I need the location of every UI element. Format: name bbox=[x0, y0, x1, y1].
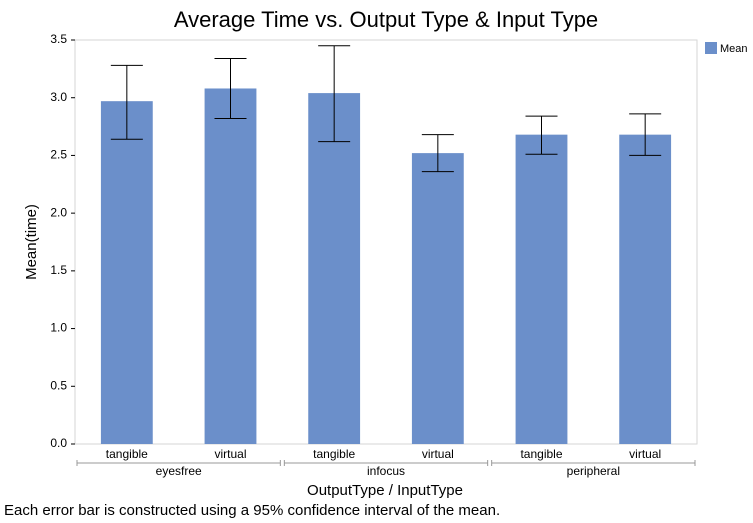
y-tick-label: 0.5 bbox=[50, 378, 67, 392]
x-tick-label: tangible bbox=[313, 447, 355, 461]
bar bbox=[515, 134, 568, 444]
y-tick-label: 3.5 bbox=[50, 32, 67, 46]
group-label: infocus bbox=[367, 464, 405, 478]
bar bbox=[411, 153, 464, 444]
x-tick-label: virtual bbox=[629, 447, 661, 461]
chart-title: Average Time vs. Output Type & Input Typ… bbox=[174, 7, 598, 32]
legend-swatch bbox=[705, 42, 717, 54]
bar bbox=[308, 93, 361, 445]
y-tick-label: 3.0 bbox=[50, 90, 67, 104]
x-tick-label: virtual bbox=[422, 447, 454, 461]
y-tick-label: 2.5 bbox=[50, 148, 67, 162]
x-axis-title: OutputType / InputType bbox=[307, 482, 463, 499]
y-tick-label: 0.0 bbox=[50, 436, 67, 450]
bar bbox=[619, 134, 672, 444]
bar bbox=[100, 101, 153, 445]
x-tick-label: tangible bbox=[520, 447, 562, 461]
group-label: peripheral bbox=[567, 464, 620, 478]
x-tick-label: virtual bbox=[214, 447, 246, 461]
legend-label: Mean bbox=[720, 43, 748, 55]
note: Each error bar is constructed using a 95… bbox=[4, 502, 500, 519]
y-tick-label: 1.0 bbox=[50, 321, 67, 335]
plot-frame bbox=[74, 39, 698, 445]
y-tick-label: 1.5 bbox=[50, 263, 67, 277]
bar bbox=[204, 88, 257, 444]
y-axis-title: Mean(time) bbox=[23, 204, 40, 280]
y-tick-label: 2.0 bbox=[50, 205, 67, 219]
x-tick-label: tangible bbox=[106, 447, 148, 461]
group-label: eyesfree bbox=[156, 464, 202, 478]
